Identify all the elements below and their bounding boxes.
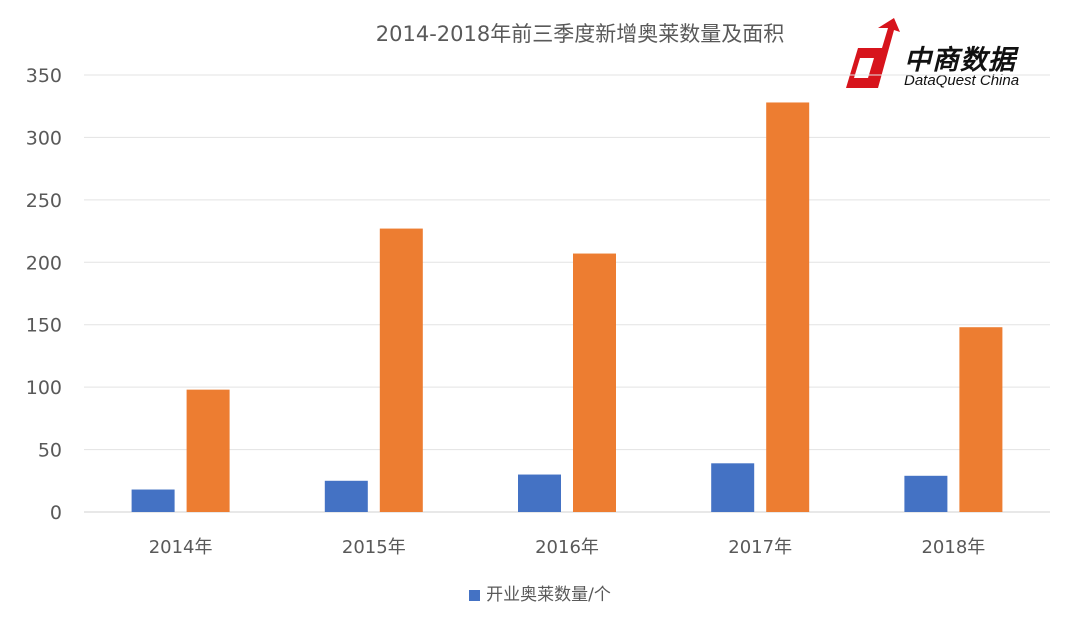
y-tick-label: 150 <box>26 315 62 337</box>
logo-text-cn: 中商数据 <box>904 45 1016 76</box>
bar-count-2014年 <box>131 489 175 512</box>
bar-area-2016年 <box>573 253 616 512</box>
bar-count-2015年 <box>324 480 368 512</box>
bar-area-2018年 <box>959 327 1003 512</box>
legend-swatch <box>469 589 481 601</box>
legend-label: 开业奥莱数量/个 <box>486 585 611 605</box>
bar-count-2016年 <box>518 474 561 512</box>
bar-area-2015年 <box>379 228 423 512</box>
y-tick-label: 300 <box>26 127 62 149</box>
y-tick-label: 0 <box>50 502 62 524</box>
chart-title: 2014-2018年前三季度新增奥莱数量及面积 <box>375 22 785 46</box>
y-tick-label: 350 <box>26 65 62 87</box>
x-tick-label: 2017年 <box>728 537 792 558</box>
bar-count-2018年 <box>904 475 948 512</box>
logo-text-en: DataQuest China <box>904 72 1020 89</box>
bar-area-2014年 <box>186 389 230 512</box>
x-tick-label: 2014年 <box>149 537 213 558</box>
y-tick-label: 50 <box>38 440 62 462</box>
x-tick-label: 2018年 <box>921 537 985 558</box>
bar-area-2017年 <box>766 102 810 513</box>
logo: 中商数据 DataQuest China <box>838 18 1048 93</box>
y-tick-label: 100 <box>26 377 62 399</box>
y-tick-label: 250 <box>26 190 62 212</box>
x-tick-label: 2016年 <box>535 537 599 558</box>
legend: 开业奥莱数量/个 <box>0 580 1080 605</box>
y-tick-label: 200 <box>26 252 62 274</box>
bar-count-2017年 <box>711 463 755 512</box>
x-tick-label: 2015年 <box>342 537 406 558</box>
logo-arrow-icon <box>846 18 900 88</box>
